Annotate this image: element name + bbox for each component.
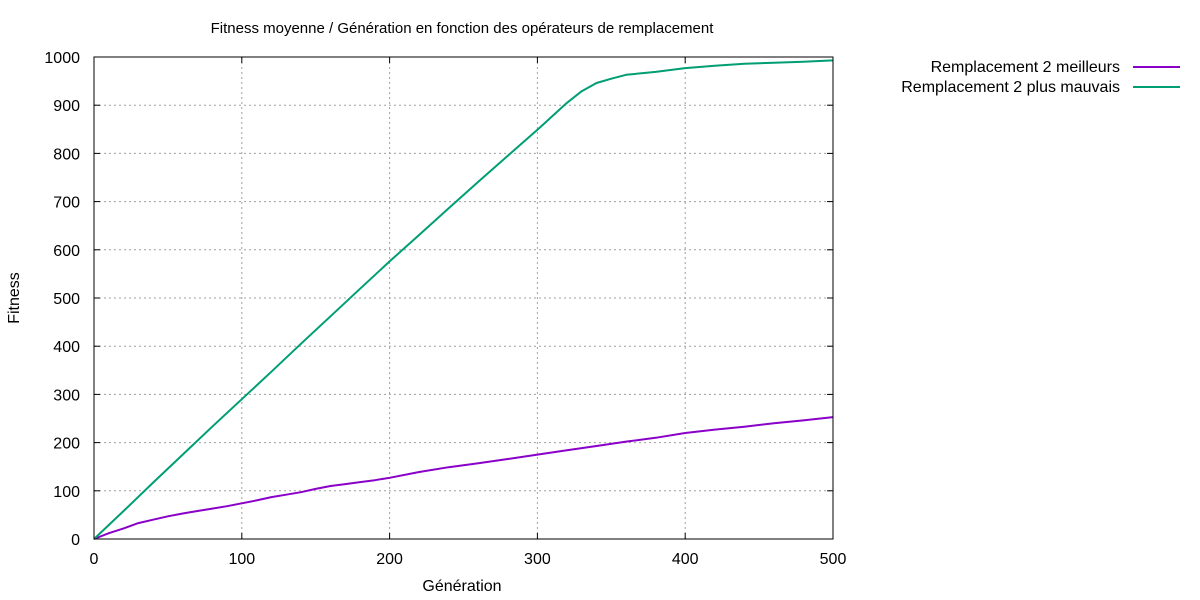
legend-label-1: Remplacement 2 meilleurs	[931, 59, 1120, 76]
x-tick-label: 300	[524, 551, 551, 568]
x-tick-label: 200	[376, 551, 403, 568]
x-tick-label: 100	[228, 551, 255, 568]
y-tick-label: 1000	[44, 50, 80, 67]
y-tick-label: 0	[71, 532, 80, 549]
series-line-2	[93, 59, 834, 540]
y-tick-label: 200	[53, 436, 80, 453]
y-axis-label: Fitness	[6, 272, 23, 324]
y-tick-label: 300	[53, 387, 80, 404]
y-tick-label: 700	[53, 195, 80, 212]
x-axis-label: Génération	[422, 578, 501, 595]
grid-lines	[94, 57, 833, 539]
legend: Remplacement 2 meilleurs Remplacement 2 p…	[901, 59, 1180, 96]
y-tick-label: 400	[53, 339, 80, 356]
y-tick-label: 600	[53, 243, 80, 260]
x-tick-label: 0	[90, 551, 99, 568]
series-line-1	[93, 416, 834, 540]
x-tick-label: 500	[820, 551, 847, 568]
chart-title: Fitness moyenne / Génération en fonction…	[211, 20, 715, 37]
y-tick-label: 900	[53, 98, 80, 115]
y-tick-label: 500	[53, 291, 80, 308]
series-lines	[93, 59, 834, 540]
legend-label-2: Remplacement 2 plus mauvais	[901, 79, 1120, 96]
x-tick-label: 400	[672, 551, 699, 568]
axis-ticks: 0 100 200 300 400 500 0 100 200 300 400 500 600 700 80…	[44, 50, 846, 568]
y-tick-label: 800	[53, 146, 80, 163]
y-tick-label: 100	[53, 484, 80, 501]
